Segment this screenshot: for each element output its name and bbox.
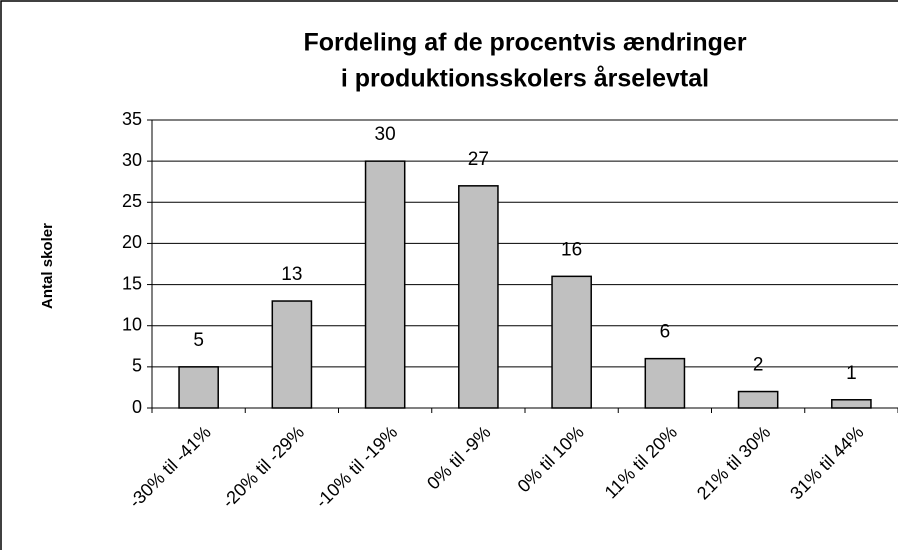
bar <box>458 185 499 409</box>
y-tick-label: 20 <box>122 232 142 252</box>
y-axis-label: Antal skoler <box>39 223 56 309</box>
y-tick-label: 25 <box>122 191 142 211</box>
data-label: 5 <box>193 330 204 351</box>
y-tick-label: 10 <box>122 314 142 334</box>
bar <box>271 300 313 409</box>
bar <box>737 390 779 409</box>
y-tick-label: 0 <box>132 397 142 417</box>
data-label: 13 <box>281 264 302 285</box>
data-label: 30 <box>375 124 396 145</box>
bar <box>178 366 219 409</box>
data-label: 2 <box>753 355 764 376</box>
y-tick-label: 30 <box>122 150 142 170</box>
data-label: 6 <box>660 322 671 343</box>
y-tick-label: 35 <box>122 109 142 129</box>
chart-title: i produktionsskolers årselevtal <box>341 65 709 93</box>
data-label: 16 <box>561 239 582 260</box>
data-label: 27 <box>468 149 489 170</box>
data-label: 1 <box>846 363 857 384</box>
y-tick-label: 15 <box>122 273 142 293</box>
y-tick-label: 5 <box>132 356 142 376</box>
bar <box>551 275 592 409</box>
bar <box>644 357 686 409</box>
bar <box>831 399 872 409</box>
chart-title: Fordeling af de procentvis ændringer <box>303 29 746 57</box>
bar <box>364 160 406 409</box>
